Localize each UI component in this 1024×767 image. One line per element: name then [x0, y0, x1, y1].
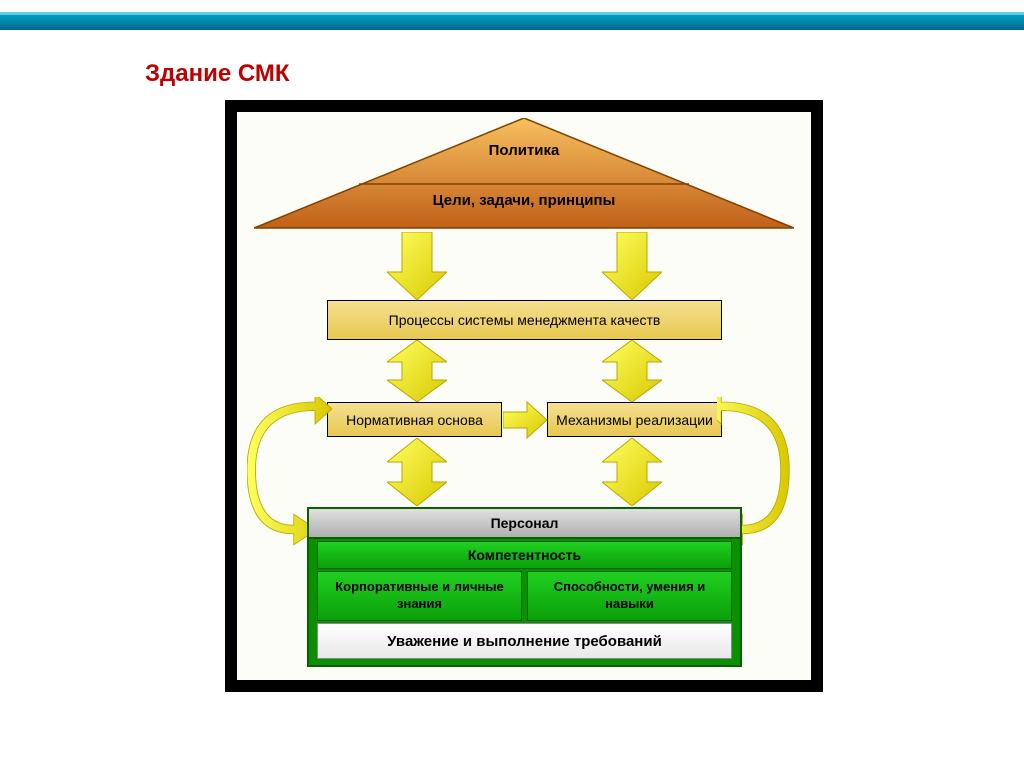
competence-label: Компетентность — [468, 547, 581, 563]
diagram-content: Политика Цели, задачи, принципы Процессы… — [237, 112, 811, 680]
respect-box: Уважение и выполнение требований — [317, 623, 732, 659]
process-label: Процессы системы менеджмента качеств — [389, 312, 661, 328]
roof-label-politics: Политика — [489, 142, 560, 159]
roof-label-goals: Цели, задачи, принципы — [433, 192, 616, 209]
skills-box: Способности, умения и навыки — [527, 571, 732, 621]
roof-triangle — [254, 118, 794, 233]
arrow-roof-to-process-left — [387, 232, 447, 302]
personal-label: Персонал — [491, 515, 559, 531]
personal-box: Персонал — [309, 509, 740, 539]
arrow-norm-to-mech — [503, 400, 547, 440]
arrow-norm-foundation — [387, 438, 447, 506]
foundation-block: Персонал Компетентность Корпоративные и … — [307, 507, 742, 667]
skills-label: Способности, умения и навыки — [528, 579, 731, 613]
respect-label: Уважение и выполнение требований — [387, 633, 662, 650]
diagram-frame: Политика Цели, задачи, принципы Процессы… — [225, 100, 823, 692]
arrow-process-norm — [387, 340, 447, 402]
process-box: Процессы системы менеджмента качеств — [327, 300, 722, 340]
corporate-label: Корпоративные и личные знания — [318, 579, 521, 613]
normative-box: Нормативная основа — [327, 402, 502, 437]
corporate-box: Корпоративные и личные знания — [317, 571, 522, 621]
slide-title: Здание СМК — [145, 60, 290, 88]
arrow-mech-foundation — [602, 438, 662, 506]
slide-top-bar — [0, 0, 1024, 30]
mechanisms-box: Механизмы реализации — [547, 402, 722, 437]
arrow-process-mech — [602, 340, 662, 402]
arrow-roof-to-process-right — [602, 232, 662, 302]
mechanisms-label: Механизмы реализации — [556, 412, 713, 428]
normative-label: Нормативная основа — [346, 412, 483, 428]
competence-box: Компетентность — [317, 541, 732, 569]
